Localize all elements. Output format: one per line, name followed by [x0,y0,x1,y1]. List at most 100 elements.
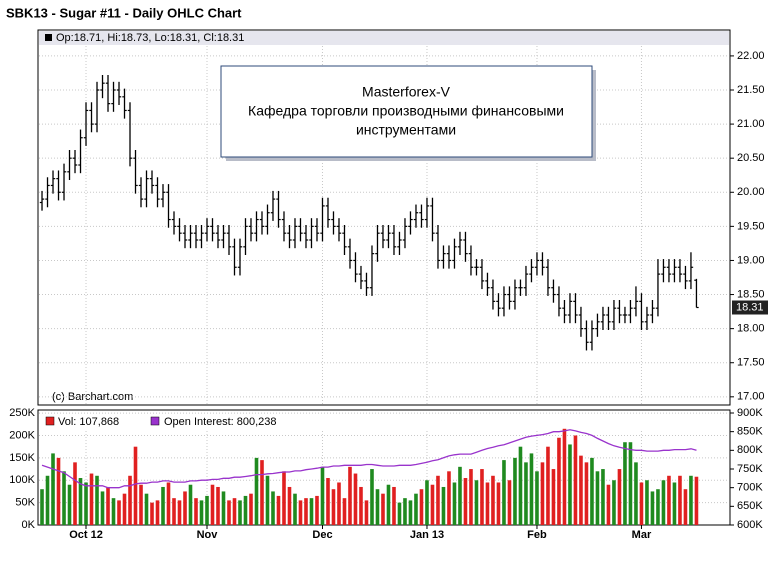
volume-bar [485,482,490,525]
volume-bar [628,442,633,525]
last-price-label: 18.31 [736,301,764,313]
volume-bar [232,498,237,525]
volume-bar [612,480,616,525]
volume-bar [447,471,451,525]
last-price-tag [732,300,768,315]
oi-line [41,429,697,489]
volume-bar [150,502,154,525]
legend-bar [39,411,729,431]
volume-bar [73,462,77,525]
volume-bar [370,469,374,525]
x-tick-label: Oct 12 [69,529,103,541]
volume-bar [419,489,424,525]
volume-bar [436,475,440,525]
y-tick-label: 20.00 [737,186,765,198]
volume-bar [397,502,402,525]
y2-tick-label: 600K [737,519,763,531]
annotation-box [220,65,593,158]
volume-bar [678,475,682,525]
volume-bar [683,489,688,525]
volume-bar [392,486,396,525]
y-tick-label: 19.50 [737,220,765,232]
volume-bar [441,486,446,525]
volume-bar [408,500,413,525]
volume-bar [667,475,671,525]
volume-bar [480,469,484,525]
y-tick-label: 20.50 [737,152,765,164]
volume-bar [238,500,242,525]
legend-swatch [45,416,55,426]
volume-bar [551,469,556,525]
volume-bar [326,478,330,525]
volume-bar [524,462,528,525]
volume-bar [139,484,143,525]
volume-bar [331,489,336,525]
volume-bar [166,482,171,525]
volume-bar [639,482,644,525]
volume-bar [513,457,517,525]
volume-bar [249,493,253,525]
volume-bar [271,491,275,525]
volume-bar [315,495,319,525]
info-icon [45,34,52,41]
volume-bar [56,457,61,525]
volume-bar [458,466,462,525]
y-tick-label: 0K [22,519,36,531]
volume-bar [342,498,347,525]
y2-tick-label: 700K [737,482,763,494]
volume-bar [337,482,341,525]
volume-bar [689,475,693,525]
volume-bar [194,498,198,525]
volume-bar [78,478,83,525]
volume-bar [111,498,116,525]
volume-bar [155,500,160,525]
volume-bar [51,453,55,525]
volume-bar [573,435,578,525]
volume-bar [452,482,457,525]
volume-bar [491,475,495,525]
volume-bar [540,462,545,525]
volume-bar [414,493,418,525]
volume-bar [172,498,176,525]
volume-bar [353,473,358,525]
y2-tick-label: 750K [737,463,763,475]
volume-bar [656,489,660,525]
volume-bar [100,491,105,525]
volume-bar [128,475,132,525]
volume-bar [359,486,363,525]
volume-bar [133,446,138,525]
y-tick-label: 200K [9,429,35,441]
annotation-line: инструментами [356,122,456,138]
source: (c) Barchart.com [52,391,133,403]
volume-bar [199,500,204,525]
volume-bar [529,453,534,525]
y-tick-label: 21.00 [737,118,765,130]
volume-bar [364,500,369,525]
volume-bar [562,428,567,525]
volume-bar [183,491,187,525]
y2-tick-label: 900K [737,407,763,419]
volume-bar [403,498,407,525]
x-tick-label: Nov [197,529,219,541]
volume-bar [177,500,182,525]
volume-bar [40,489,44,525]
volume-bar [617,469,622,525]
volume-bar [122,493,127,525]
legend-swatch [150,416,160,426]
y-tick-label: 19.00 [737,254,765,266]
volume-bar [546,446,550,525]
annotation-line: Кафедра торговли производными финансовым… [248,103,564,119]
volume-bar [661,480,666,525]
volume-bar [95,475,99,525]
x-tick-label: Mar [632,529,652,541]
volume-bar [507,480,512,525]
volume-bar [243,495,248,525]
volume-bar [276,495,281,525]
y-tick-label: 17.00 [737,391,765,403]
volume-bar [188,484,193,525]
volume-bar [227,500,231,525]
volume-bar [386,484,391,525]
x-tick-label: Feb [527,529,547,541]
y-tick-label: 18.50 [737,288,765,300]
